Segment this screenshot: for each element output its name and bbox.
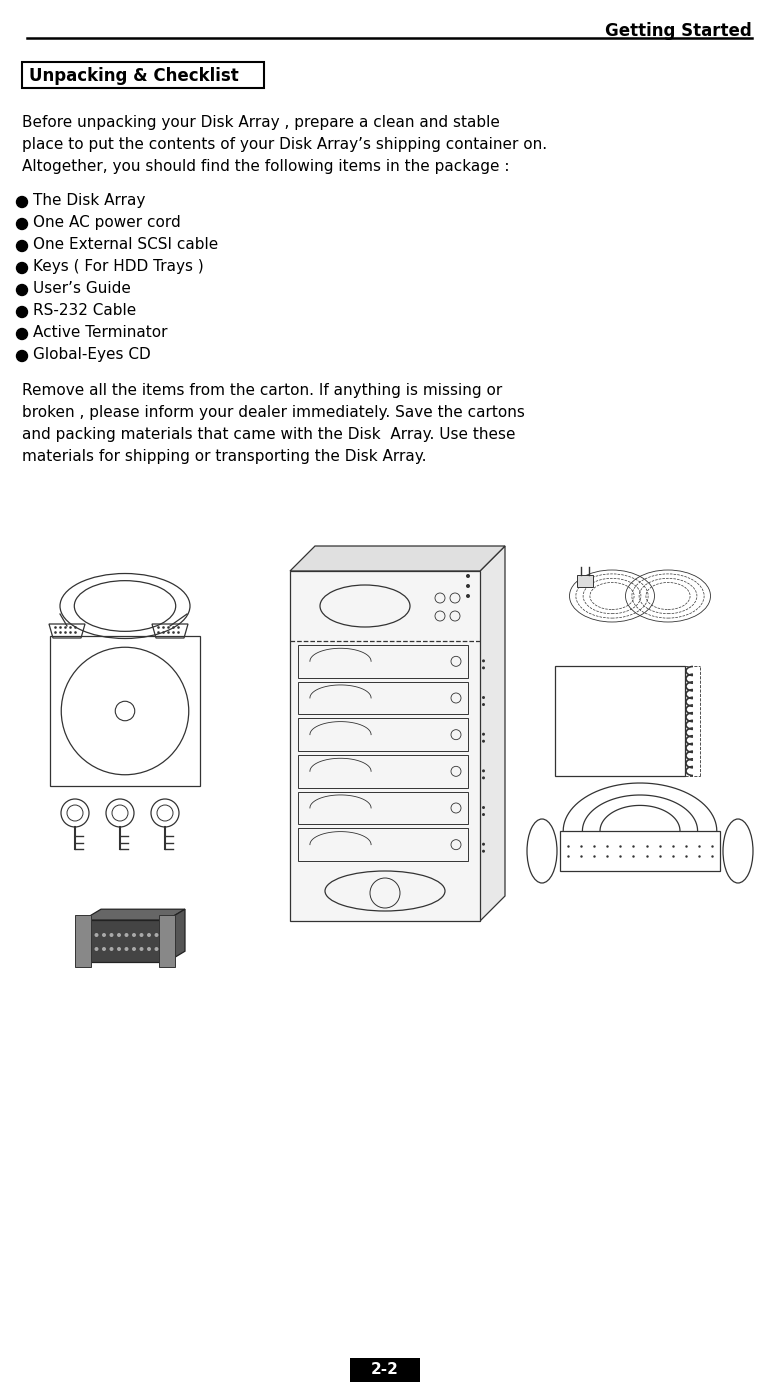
Circle shape xyxy=(147,933,151,937)
Bar xyxy=(159,914,175,967)
Bar xyxy=(298,828,468,861)
Circle shape xyxy=(482,659,485,662)
Text: One AC power cord: One AC power cord xyxy=(33,215,180,230)
Text: Active Terminator: Active Terminator xyxy=(33,325,167,341)
Bar xyxy=(290,571,480,921)
Circle shape xyxy=(102,946,106,951)
Circle shape xyxy=(16,328,28,339)
Text: place to put the contents of your Disk Array’s shipping container on.: place to put the contents of your Disk A… xyxy=(22,137,547,152)
Circle shape xyxy=(147,946,151,951)
Bar xyxy=(555,666,685,776)
Bar xyxy=(83,920,168,962)
Circle shape xyxy=(16,262,28,274)
Bar xyxy=(22,61,264,88)
Text: Unpacking & Checklist: Unpacking & Checklist xyxy=(29,67,239,85)
Circle shape xyxy=(466,595,470,597)
Bar xyxy=(298,792,468,824)
Bar xyxy=(298,681,468,715)
Text: Before unpacking your Disk Array , prepare a clean and stable: Before unpacking your Disk Array , prepa… xyxy=(22,114,500,130)
Circle shape xyxy=(87,933,91,937)
Polygon shape xyxy=(83,909,185,920)
Circle shape xyxy=(140,946,143,951)
Text: and packing materials that came with the Disk  Array. Use these: and packing materials that came with the… xyxy=(22,427,516,443)
Circle shape xyxy=(154,933,159,937)
Circle shape xyxy=(482,769,485,772)
Text: The Disk Array: The Disk Array xyxy=(33,193,146,208)
Circle shape xyxy=(466,574,470,578)
Text: Getting Started: Getting Started xyxy=(605,22,752,40)
Bar xyxy=(560,831,720,871)
Text: materials for shipping or transporting the Disk Array.: materials for shipping or transporting t… xyxy=(22,450,426,463)
Text: User’s Guide: User’s Guide xyxy=(33,281,131,296)
Circle shape xyxy=(16,197,28,208)
Polygon shape xyxy=(167,909,185,962)
Bar xyxy=(350,1358,420,1382)
Circle shape xyxy=(482,843,485,846)
Circle shape xyxy=(140,933,143,937)
Circle shape xyxy=(109,946,113,951)
Circle shape xyxy=(482,697,485,699)
Text: Keys ( For HDD Trays ): Keys ( For HDD Trays ) xyxy=(33,260,204,274)
Circle shape xyxy=(124,933,129,937)
Text: One External SCSI cable: One External SCSI cable xyxy=(33,237,218,253)
Bar xyxy=(50,637,200,786)
Circle shape xyxy=(482,666,485,669)
Polygon shape xyxy=(480,546,505,921)
Circle shape xyxy=(87,946,91,951)
Circle shape xyxy=(117,946,121,951)
Bar xyxy=(298,719,468,751)
Text: broken , please inform your dealer immediately. Save the cartons: broken , please inform your dealer immed… xyxy=(22,405,525,420)
Bar xyxy=(298,755,468,787)
Circle shape xyxy=(154,946,159,951)
Circle shape xyxy=(124,946,129,951)
Circle shape xyxy=(16,219,28,229)
Circle shape xyxy=(132,946,136,951)
Circle shape xyxy=(482,740,485,743)
Circle shape xyxy=(16,240,28,251)
Circle shape xyxy=(482,812,485,817)
Text: Remove all the items from the carton. If anything is missing or: Remove all the items from the carton. If… xyxy=(22,383,502,398)
Text: 2-2: 2-2 xyxy=(371,1362,399,1378)
Circle shape xyxy=(482,805,485,810)
Circle shape xyxy=(482,733,485,736)
Circle shape xyxy=(482,850,485,853)
Circle shape xyxy=(16,307,28,317)
Bar xyxy=(298,645,468,677)
Circle shape xyxy=(95,946,99,951)
Text: Global-Eyes CD: Global-Eyes CD xyxy=(33,348,151,362)
Bar xyxy=(75,914,91,967)
Circle shape xyxy=(482,776,485,779)
Circle shape xyxy=(95,933,99,937)
Text: RS-232 Cable: RS-232 Cable xyxy=(33,303,136,318)
Circle shape xyxy=(102,933,106,937)
Circle shape xyxy=(466,584,470,588)
Circle shape xyxy=(482,704,485,706)
Polygon shape xyxy=(290,546,505,571)
Circle shape xyxy=(16,285,28,296)
Circle shape xyxy=(132,933,136,937)
Circle shape xyxy=(117,933,121,937)
Circle shape xyxy=(16,350,28,362)
Text: Altogether, you should find the following items in the package :: Altogether, you should find the followin… xyxy=(22,159,510,174)
Bar xyxy=(577,575,593,586)
Circle shape xyxy=(109,933,113,937)
